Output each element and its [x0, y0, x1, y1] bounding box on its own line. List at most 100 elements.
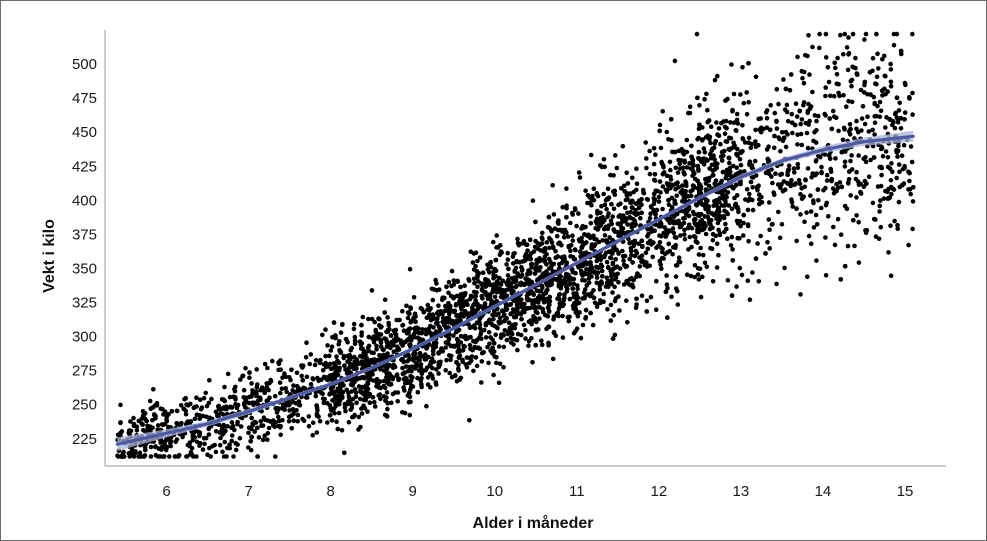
- data-point: [647, 171, 653, 177]
- data-point: [821, 187, 826, 193]
- data-point: [564, 186, 569, 191]
- data-point: [653, 211, 658, 217]
- data-point: [537, 268, 542, 273]
- data-point: [756, 192, 762, 197]
- data-point: [650, 254, 655, 260]
- data-point: [795, 54, 800, 60]
- data-point: [508, 301, 514, 307]
- data-point: [191, 405, 197, 411]
- data-point: [638, 215, 643, 221]
- data-point: [697, 103, 702, 108]
- data-point: [151, 387, 156, 392]
- data-point: [494, 233, 500, 238]
- data-point: [501, 365, 506, 370]
- data-point: [735, 205, 740, 210]
- data-point: [523, 336, 528, 341]
- data-point: [712, 157, 717, 162]
- data-point: [660, 206, 665, 212]
- trend-line-path: [115, 134, 915, 446]
- data-point: [877, 209, 882, 214]
- data-point: [878, 108, 884, 114]
- data-point: [832, 242, 838, 248]
- data-point: [830, 108, 836, 114]
- data-point: [201, 395, 207, 401]
- data-point: [870, 200, 876, 206]
- data-point: [753, 127, 758, 133]
- data-point: [811, 138, 816, 144]
- data-point: [634, 296, 639, 302]
- data-point: [161, 439, 167, 445]
- data-point: [541, 300, 547, 305]
- data-point: [468, 334, 473, 340]
- data-point: [447, 370, 453, 376]
- data-point: [893, 110, 899, 116]
- data-point: [878, 224, 884, 230]
- data-point: [698, 186, 703, 192]
- data-point: [767, 227, 772, 233]
- data-point: [216, 422, 222, 428]
- data-point: [899, 182, 905, 188]
- data-point: [763, 251, 768, 256]
- data-point: [564, 203, 569, 208]
- data-point: [333, 401, 338, 407]
- data-point: [320, 391, 325, 397]
- data-point: [517, 281, 523, 287]
- data-point: [696, 167, 701, 172]
- data-point: [494, 245, 499, 250]
- data-point: [868, 157, 873, 163]
- data-point: [126, 430, 132, 436]
- data-point: [701, 146, 707, 151]
- data-point: [839, 184, 845, 190]
- data-point: [194, 454, 199, 459]
- data-point: [405, 315, 411, 321]
- data-point: [515, 331, 521, 337]
- data-point: [705, 107, 710, 113]
- data-point: [568, 248, 573, 254]
- data-point: [849, 83, 854, 89]
- data-point: [675, 302, 681, 307]
- data-point: [335, 426, 341, 432]
- data-point: [759, 200, 765, 205]
- data-point: [598, 221, 604, 226]
- data-point: [758, 129, 764, 135]
- data-point: [444, 357, 449, 363]
- data-point: [514, 259, 519, 265]
- data-point: [485, 344, 490, 350]
- data-point: [347, 357, 353, 362]
- data-point: [695, 272, 701, 277]
- data-point: [689, 143, 694, 149]
- data-point: [201, 435, 207, 441]
- data-point: [612, 188, 617, 194]
- data-point: [881, 196, 887, 201]
- data-point: [339, 322, 345, 328]
- data-point: [575, 295, 581, 300]
- data-point: [685, 225, 691, 231]
- data-point: [363, 358, 369, 364]
- data-point: [541, 296, 546, 302]
- data-point: [811, 198, 816, 203]
- data-point: [356, 384, 362, 389]
- data-point: [339, 393, 345, 399]
- data-point: [329, 344, 335, 350]
- data-point: [238, 377, 243, 382]
- data-point: [415, 375, 420, 381]
- data-point: [842, 31, 848, 37]
- data-point: [830, 186, 836, 191]
- data-point: [418, 362, 424, 367]
- data-point: [585, 233, 590, 239]
- data-point: [416, 357, 421, 362]
- data-point: [703, 231, 709, 237]
- data-point: [115, 432, 121, 438]
- data-point: [666, 241, 671, 247]
- data-point: [692, 274, 697, 280]
- data-point: [303, 395, 309, 400]
- data-point: [501, 333, 507, 338]
- data-point: [653, 152, 658, 157]
- data-point: [866, 174, 872, 179]
- data-point: [604, 275, 610, 281]
- data-point: [182, 397, 187, 402]
- data-point: [538, 275, 543, 280]
- data-point: [331, 365, 337, 370]
- data-point: [390, 391, 396, 397]
